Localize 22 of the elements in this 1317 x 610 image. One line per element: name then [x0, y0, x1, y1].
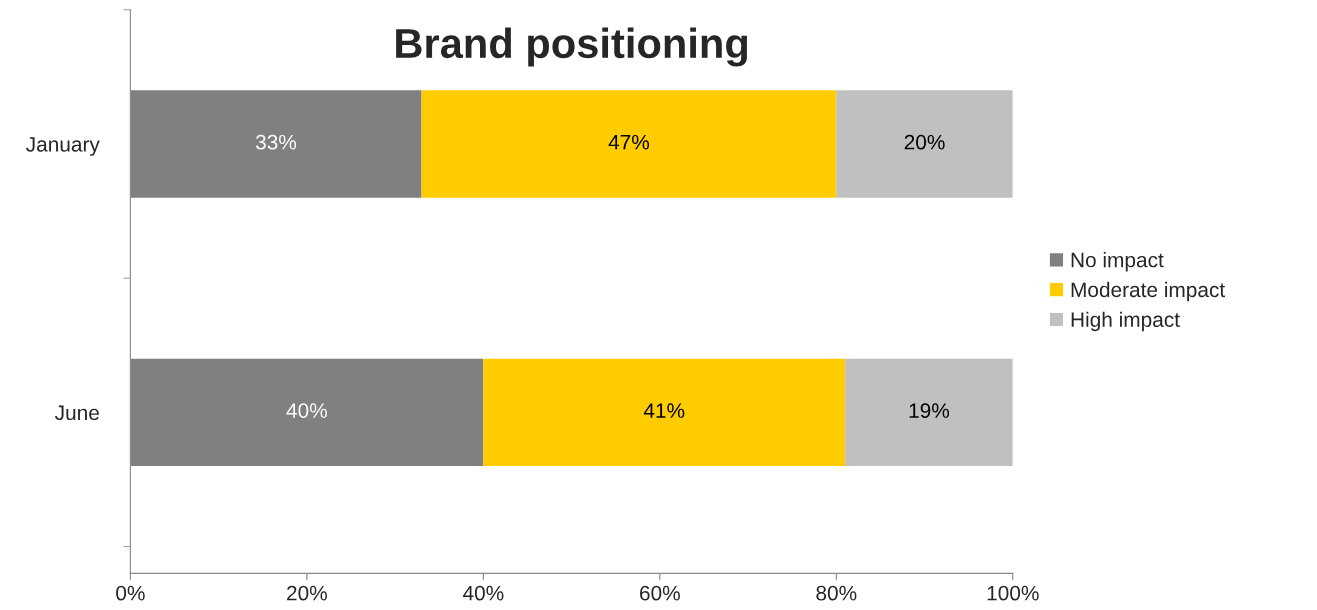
y-tick-label: January: [26, 137, 100, 156]
x-tick-label: 0%: [116, 585, 145, 601]
legend-label: Moderate impact: [1071, 281, 1226, 302]
bar: [836, 90, 1013, 198]
data-label: 47%: [608, 134, 650, 150]
data-label: 33%: [255, 134, 297, 150]
y-tick-label: June: [54, 405, 99, 421]
bar: [845, 358, 1013, 467]
data-label: 19%: [909, 403, 950, 418]
data-label: 40%: [286, 403, 327, 418]
legend-label: No impact: [1071, 252, 1164, 272]
x-tick-label: 80%: [816, 585, 857, 601]
x-tick-label: 20%: [287, 585, 327, 601]
bar: [483, 358, 846, 467]
chart-title: Brand positioning: [396, 27, 748, 67]
data-label: 41%: [643, 403, 685, 418]
bar: [421, 90, 837, 198]
data-label: 20%: [904, 134, 945, 150]
x-tick-label: 100%: [987, 585, 1039, 601]
x-tick-label: 60%: [640, 585, 680, 601]
x-tick-label: 40%: [462, 585, 504, 601]
legend-label: High impact: [1071, 311, 1180, 332]
